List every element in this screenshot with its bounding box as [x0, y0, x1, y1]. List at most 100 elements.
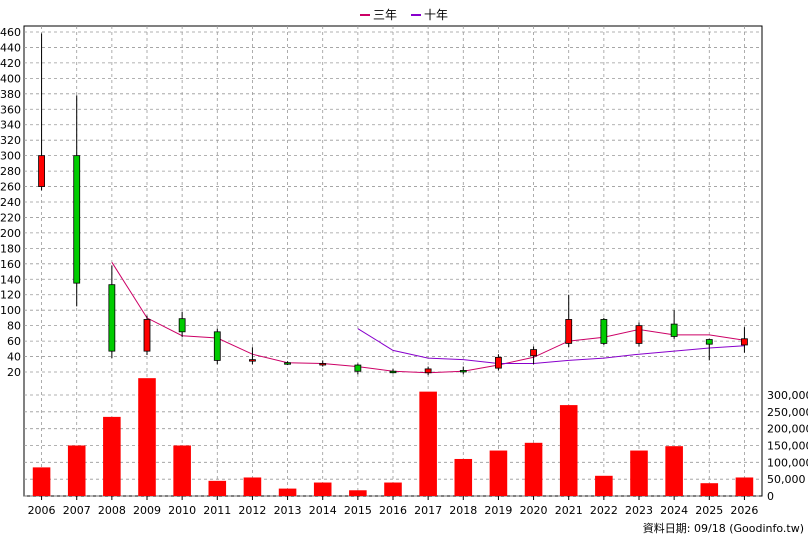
x-tick-label: 2006 — [28, 504, 56, 517]
volume-bar — [419, 391, 437, 496]
candle-body — [670, 323, 678, 337]
volume-bar — [559, 405, 578, 496]
volume-tick-label: 200,000 — [767, 423, 808, 436]
volume-tick-label: 50,000 — [767, 473, 806, 486]
volume-bar — [384, 482, 402, 496]
volume-bar — [524, 442, 543, 496]
candle-body — [424, 368, 432, 374]
price-tick-label: 460 — [0, 26, 21, 39]
x-tick-label: 2018 — [449, 504, 477, 517]
x-tick-label: 2013 — [274, 504, 302, 517]
x-tick-label: 2009 — [133, 504, 161, 517]
candle-body — [705, 339, 713, 345]
x-tick-label: 2026 — [730, 504, 758, 517]
volume-tick-label: 150,000 — [767, 440, 808, 453]
volume-bar — [595, 475, 613, 496]
legend-item-3yr: 三年 — [360, 6, 397, 23]
ma-line-10yr — [357, 328, 745, 364]
candle-body — [389, 370, 397, 374]
x-tick-label: 2010 — [168, 504, 196, 517]
volume-bar — [32, 467, 51, 496]
volume-tick-label: 250,000 — [767, 406, 808, 419]
volume-bar — [173, 445, 191, 496]
price-tick-label: 40 — [7, 351, 21, 364]
candle-body — [600, 319, 608, 344]
candle-body — [495, 356, 502, 369]
candle-body — [249, 359, 256, 362]
volume-bar — [278, 488, 297, 496]
candle-body — [530, 349, 537, 357]
price-tick-label: 300 — [0, 150, 21, 163]
x-tick-label: 2019 — [484, 504, 512, 517]
price-tick-label: 160 — [0, 258, 21, 271]
x-tick-label: 2025 — [695, 504, 723, 517]
x-tick-label: 2024 — [660, 504, 688, 517]
candle-body — [178, 318, 186, 333]
price-tick-label: 240 — [0, 196, 21, 209]
volume-bar — [67, 445, 86, 496]
x-tick-label: 2016 — [379, 504, 407, 517]
x-tick-label: 2015 — [344, 504, 372, 517]
volume-bar — [630, 450, 648, 496]
price-tick-label: 420 — [0, 57, 21, 70]
volume-tick-label: 100,000 — [767, 456, 808, 469]
candle-body — [354, 364, 362, 372]
price-tick-label: 120 — [0, 289, 21, 302]
volume-tick-label: 0 — [767, 490, 774, 503]
legend-label-10yr: 十年 — [424, 8, 449, 22]
candle-body — [143, 319, 151, 352]
x-tick-label: 2012 — [238, 504, 266, 517]
legend-swatch-10yr — [411, 13, 422, 16]
chart-legend: 三年 十年 — [360, 6, 448, 23]
volume-bar — [454, 458, 473, 496]
volume-bar — [103, 416, 121, 496]
candle-body — [38, 155, 45, 187]
price-tick-label: 20 — [7, 366, 21, 379]
price-tick-label: 140 — [0, 273, 21, 286]
price-tick-label: 360 — [0, 103, 21, 116]
volume-tick-label: 300,000 — [767, 389, 808, 402]
candle-body — [73, 155, 81, 284]
volume-bar — [489, 450, 508, 496]
candle-body — [565, 319, 573, 344]
volume-bar — [243, 477, 262, 496]
legend-swatch-3yr — [360, 13, 370, 16]
price-tick-label: 60 — [7, 335, 21, 348]
price-tick-label: 80 — [7, 320, 21, 333]
price-tick-label: 220 — [0, 211, 21, 224]
volume-bar — [665, 446, 683, 496]
price-tick-label: 180 — [0, 242, 21, 255]
price-tick-label: 440 — [0, 41, 21, 54]
volume-bar — [313, 482, 332, 496]
volume-bar — [349, 490, 367, 496]
x-tick-label: 2011 — [203, 504, 231, 517]
x-tick-label: 2007 — [63, 504, 91, 517]
x-tick-label: 2020 — [520, 504, 548, 517]
price-tick-label: 400 — [0, 72, 21, 85]
volume-bar — [700, 483, 719, 496]
candle-body — [319, 363, 327, 366]
candle-body — [108, 284, 116, 352]
volume-bar — [208, 480, 227, 496]
x-tick-label: 2021 — [555, 504, 583, 517]
x-tick-label: 2023 — [625, 504, 653, 517]
x-tick-label: 2014 — [309, 504, 337, 517]
price-tick-label: 340 — [0, 119, 21, 132]
candle-body — [213, 331, 221, 361]
price-tick-label: 380 — [0, 88, 21, 101]
price-tick-label: 200 — [0, 227, 21, 240]
legend-item-10yr: 十年 — [411, 6, 448, 23]
x-tick-label: 2017 — [414, 504, 442, 517]
source-date-label: 資料日期: 09/18 (Goodinfo.tw) — [642, 522, 804, 535]
x-tick-label: 2008 — [98, 504, 126, 517]
price-tick-label: 100 — [0, 304, 21, 317]
volume-bar — [735, 477, 754, 496]
candle-body — [459, 370, 467, 373]
candle-body — [635, 325, 643, 344]
volume-bar — [138, 378, 156, 496]
candle-body — [284, 362, 291, 365]
x-tick-label: 2022 — [590, 504, 618, 517]
price-tick-label: 260 — [0, 181, 21, 194]
price-tick-label: 280 — [0, 165, 21, 178]
